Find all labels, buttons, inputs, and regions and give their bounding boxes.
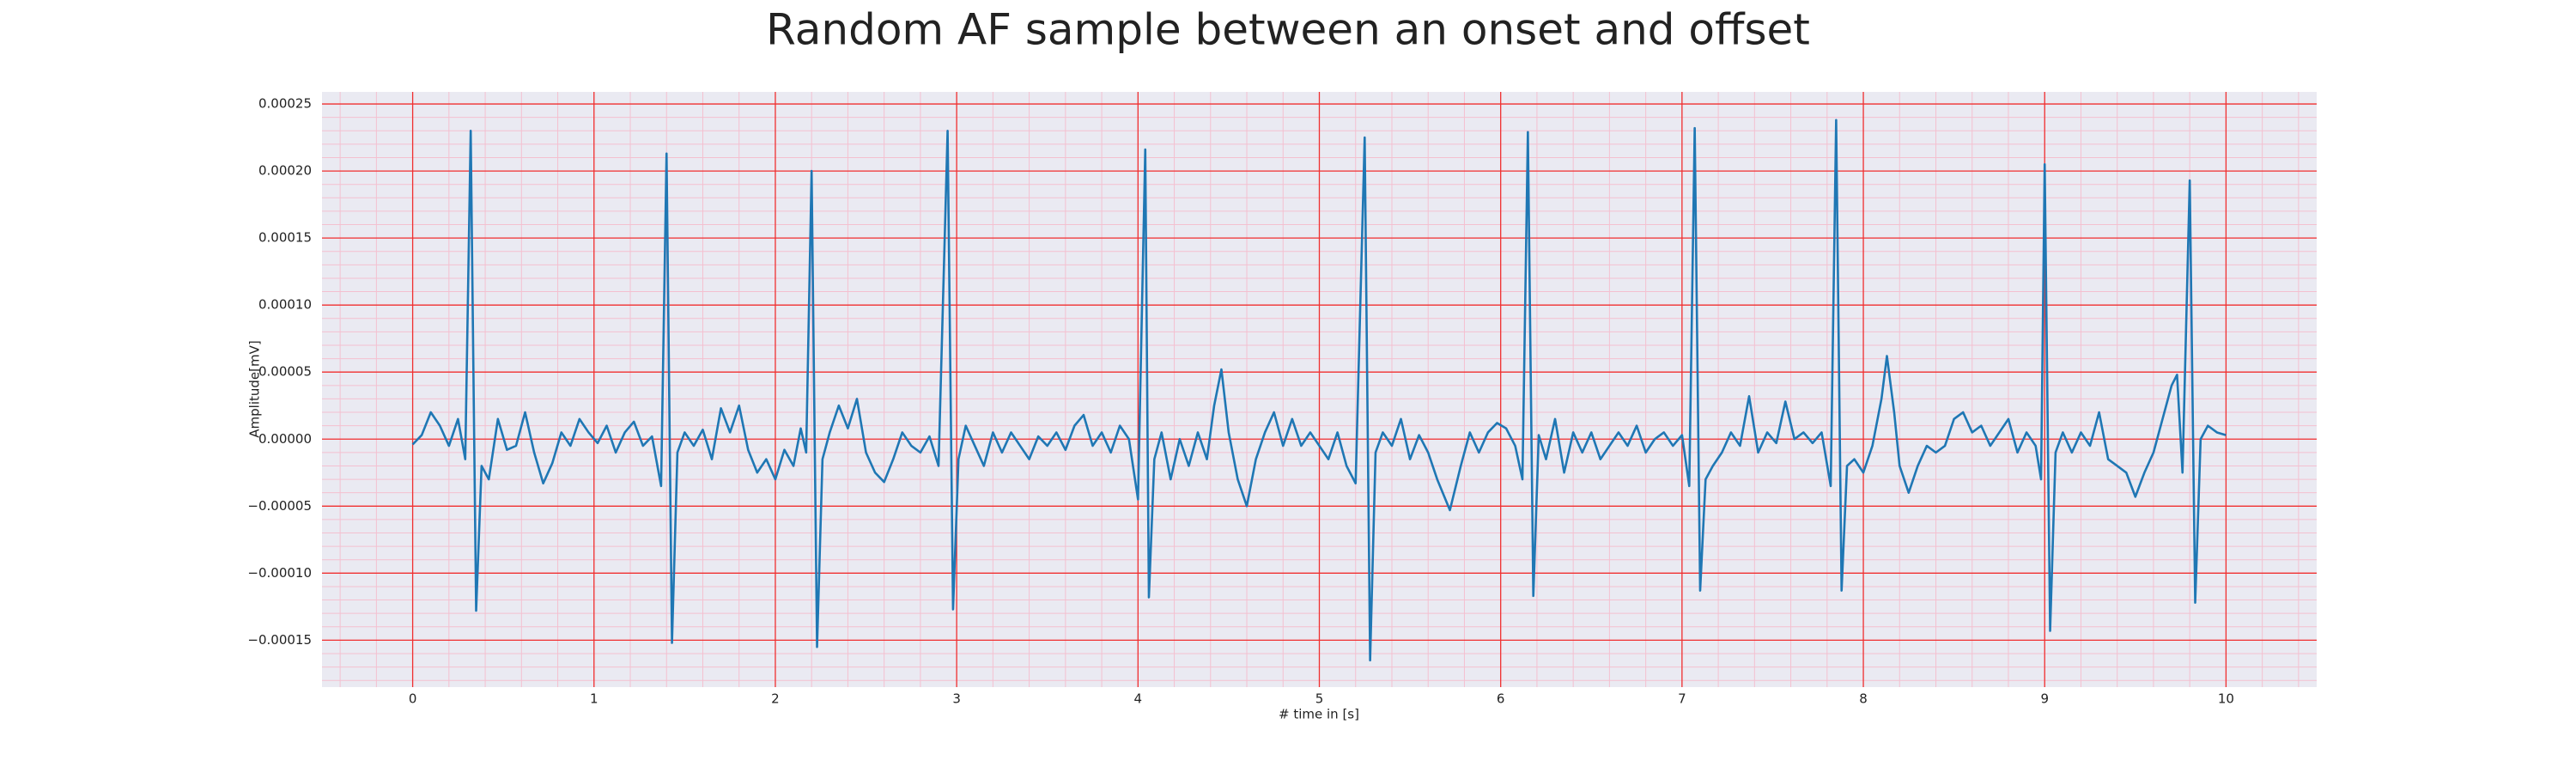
y-tick-label: −0.00010	[247, 565, 312, 581]
y-tick-label: 0.00010	[258, 297, 312, 313]
x-tick-label: 7	[1678, 691, 1686, 707]
y-tick-label: 0.00015	[258, 230, 312, 246]
x-tick-label: 4	[1134, 691, 1143, 707]
y-axis-label: Amplitude[mV]	[247, 340, 263, 437]
y-tick-label: 0.00005	[258, 364, 312, 380]
y-tick-label: −0.00005	[247, 498, 312, 514]
y-tick-label: −0.00015	[247, 632, 312, 648]
x-tick-label: 9	[2040, 691, 2049, 707]
x-tick-label: 8	[1859, 691, 1868, 707]
x-tick-label: 10	[2218, 691, 2234, 707]
x-tick-label: 5	[1315, 691, 1324, 707]
x-axis-label: # time in [s]	[1279, 707, 1359, 722]
x-tick-label: 3	[952, 691, 961, 707]
x-tick-label: 6	[1497, 691, 1505, 707]
x-tick-label: 0	[409, 691, 417, 707]
y-tick-label: 0.00025	[258, 96, 312, 112]
y-tick-label: 0.00000	[258, 431, 312, 447]
x-tick-label: 2	[771, 691, 780, 707]
line	[411, 119, 2227, 662]
chart-title: Random AF sample between an onset and of…	[766, 5, 1810, 55]
x-tick-label: 1	[590, 691, 598, 707]
y-tick-label: 0.00020	[258, 163, 312, 179]
